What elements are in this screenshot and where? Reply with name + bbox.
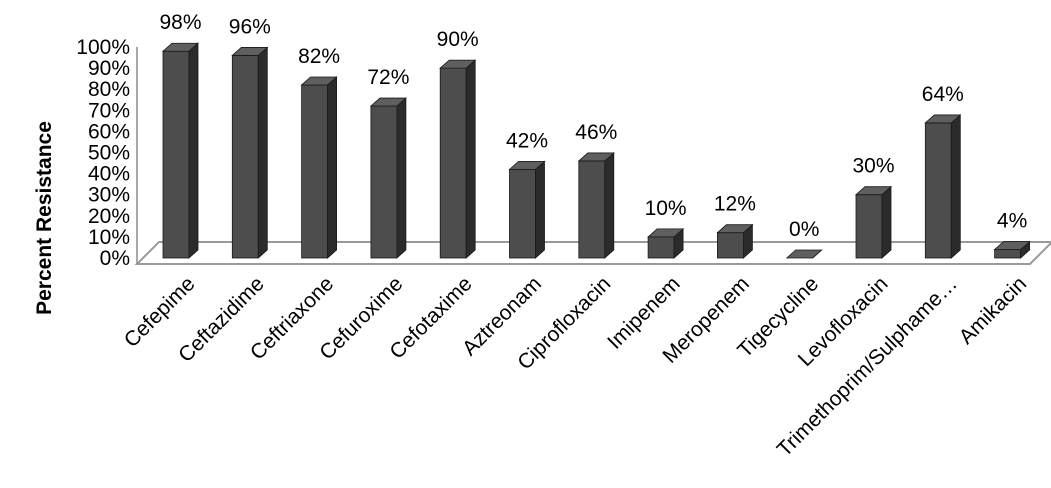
- bar-top: [993, 241, 1031, 250]
- bar-side: [465, 59, 476, 259]
- data-label: 82%: [298, 45, 340, 68]
- bar-front: [855, 194, 883, 259]
- bar-top: [577, 152, 615, 162]
- bar-side: [396, 97, 407, 259]
- bar-top: [231, 47, 269, 56]
- data-label: 30%: [852, 155, 894, 178]
- bar-top: [439, 59, 477, 69]
- bar-top: [300, 76, 338, 86]
- bar-front: [509, 168, 536, 259]
- y-axis-title: Percent Resistance: [33, 121, 56, 315]
- bar-front: [231, 55, 259, 259]
- data-label: 46%: [575, 121, 617, 144]
- bar-front: [647, 236, 675, 259]
- bar-front: [301, 84, 329, 259]
- bar-top: [924, 114, 962, 124]
- bar-side: [257, 46, 268, 259]
- y-tick-label: 30%: [88, 184, 130, 207]
- bar-front: [439, 67, 467, 259]
- bar: [508, 160, 546, 259]
- bar-side: [881, 185, 892, 259]
- y-tick-label: 0%: [100, 247, 130, 270]
- bar: [231, 46, 269, 259]
- y-axis: 0%10%20%30%40%50%60%70%80%90%100%: [76, 36, 138, 270]
- data-labels: 98% 96% 82% 72% 90% 42% 46% 10% 12% 0% 30% 64% 4%: [159, 11, 1027, 241]
- bars: [161, 42, 1031, 259]
- bar-front: [370, 105, 398, 259]
- bar: [993, 240, 1031, 259]
- bar-front: [578, 160, 606, 259]
- bar: [369, 97, 407, 259]
- bar-side: [604, 152, 615, 259]
- bar: [924, 114, 962, 259]
- bar-front: [924, 122, 952, 259]
- data-label: 10%: [645, 197, 687, 220]
- bar-front: [994, 249, 1021, 259]
- bar-side: [950, 114, 961, 259]
- data-label: 96%: [229, 15, 271, 38]
- bar-front: [162, 50, 190, 259]
- y-tick-label: 60%: [88, 120, 130, 143]
- y-tick-label: 70%: [88, 99, 130, 122]
- bar: [161, 42, 200, 259]
- data-label: 72%: [367, 66, 409, 89]
- data-label: 42%: [506, 129, 548, 152]
- data-label: 4%: [997, 210, 1027, 233]
- bar: [854, 185, 893, 259]
- bar-top: [161, 42, 200, 52]
- category-labels: CefepimeCeftazidimeCeftriaxoneCefuroxime…: [120, 272, 1031, 461]
- bar: [300, 76, 338, 259]
- y-tick-label: 80%: [88, 78, 130, 101]
- y-tick-label: 20%: [88, 205, 130, 228]
- bar-top: [785, 249, 823, 259]
- y-tick-label: 50%: [88, 142, 130, 165]
- data-label: 12%: [714, 193, 756, 216]
- floor-outline: [134, 241, 1051, 265]
- bar-side: [327, 76, 338, 259]
- category-label: Amikacin: [955, 272, 1032, 349]
- y-tick-label: 10%: [88, 226, 130, 249]
- bar: [577, 152, 615, 259]
- bar: [647, 228, 685, 259]
- y-tick-label: 40%: [88, 163, 130, 186]
- bar: [716, 223, 754, 259]
- data-label: 64%: [922, 83, 964, 106]
- data-label: 98%: [159, 11, 201, 34]
- bar-front: [717, 232, 744, 259]
- floor-plane: [134, 241, 1051, 265]
- bar: [785, 249, 823, 259]
- y-tick-label: 90%: [88, 57, 130, 80]
- bar-top: [716, 224, 754, 234]
- bar-top: [854, 186, 893, 196]
- bar-top: [369, 97, 407, 107]
- data-label: 90%: [437, 28, 479, 51]
- bar: [439, 59, 477, 259]
- bar-side: [535, 160, 545, 259]
- y-tick-label: 100%: [76, 36, 130, 59]
- bar-top: [647, 228, 685, 238]
- data-label: 0%: [789, 218, 819, 241]
- bar-side: [188, 42, 199, 259]
- bar-top: [508, 160, 546, 170]
